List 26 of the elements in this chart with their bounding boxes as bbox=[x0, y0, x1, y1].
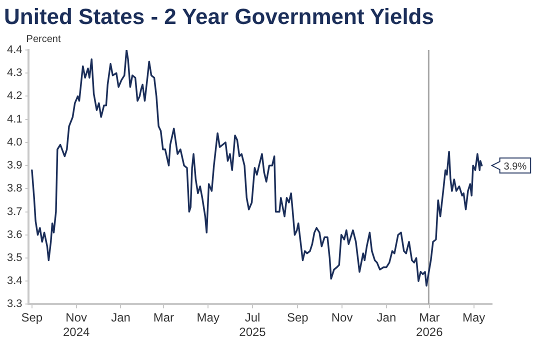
y-tick-label: 3.9 bbox=[6, 160, 22, 172]
y-tick-label: 4.0 bbox=[6, 136, 22, 148]
x-tick-label: Sep bbox=[21, 310, 43, 325]
x-tick-label: Jul 2025 bbox=[239, 310, 266, 340]
x-tick-label: Nov 2024 bbox=[62, 310, 90, 340]
x-tick-label: Mar 2026 bbox=[416, 310, 444, 340]
y-tick-label: 3.8 bbox=[6, 182, 22, 195]
x-tick-label: Nov bbox=[331, 310, 353, 325]
y-tick-label: 4.3 bbox=[6, 67, 22, 80]
chart-title: United States - 2 Year Government Yields bbox=[3, 3, 435, 30]
y-tick-label: 4.4 bbox=[6, 44, 22, 56]
y-tick-label: 4.1 bbox=[6, 113, 22, 126]
y-tick-label: 3.5 bbox=[6, 252, 22, 264]
x-tick-label: Sep bbox=[286, 310, 309, 325]
x-tick-label: Mar bbox=[153, 310, 174, 325]
annotation: 3.9% bbox=[504, 161, 527, 172]
y-tick-label: 3.7 bbox=[6, 206, 22, 218]
x-tick-label: May bbox=[462, 310, 486, 325]
y-tick-label: 3.6 bbox=[6, 228, 22, 241]
y-tick-label: 4.2 bbox=[6, 90, 22, 102]
x-tick-label: Jan bbox=[376, 310, 396, 325]
y-tick-label: 3.3 bbox=[6, 298, 22, 310]
x-tick-label: May bbox=[196, 310, 220, 325]
y-tick-label: 3.4 bbox=[6, 275, 22, 288]
x-tick-label: Jan bbox=[111, 310, 130, 325]
y-axis-title: Percent bbox=[26, 34, 61, 45]
